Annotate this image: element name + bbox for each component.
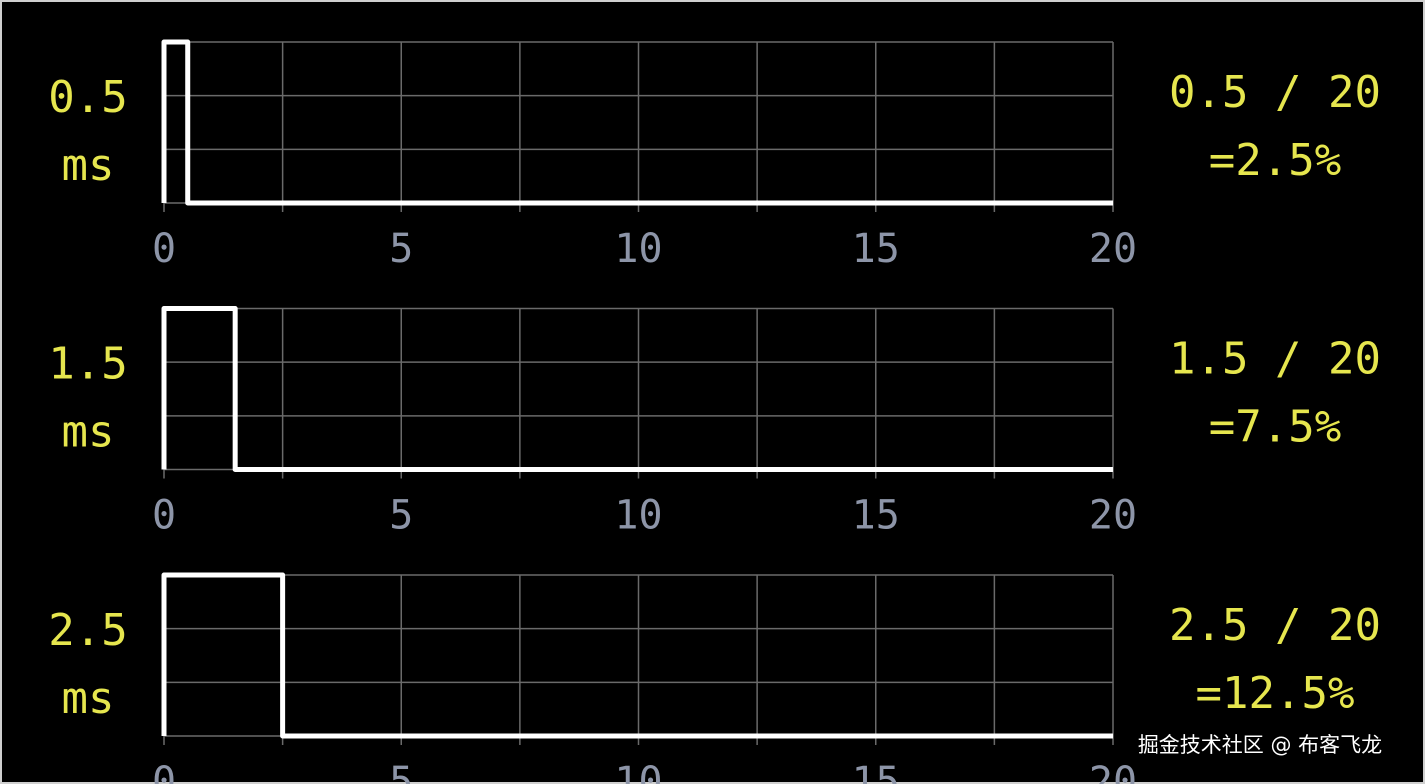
x-tick-label: 15: [852, 759, 900, 784]
left-label: ms: [62, 140, 115, 191]
left-label: ms: [62, 673, 115, 724]
waveform: [161, 39, 1113, 206]
x-tick-label: 5: [389, 226, 413, 272]
x-tick-label: 10: [614, 493, 662, 539]
left-label: 1.5: [48, 339, 127, 390]
x-tick-label: 15: [852, 493, 900, 539]
left-label: ms: [62, 407, 115, 458]
x-tick-label: 5: [389, 759, 413, 784]
x-tick-label: 0: [152, 493, 176, 539]
right-label: =12.5%: [1196, 668, 1355, 719]
x-tick-label: 0: [152, 759, 176, 784]
right-label: 1.5 / 20: [1169, 334, 1381, 385]
x-tick-label: 15: [852, 226, 900, 272]
right-label: 0.5 / 20: [1169, 67, 1381, 118]
x-tick-label: 10: [614, 759, 662, 784]
waveform: [161, 306, 1113, 472]
x-tick-label: 20: [1089, 226, 1137, 272]
right-label: =2.5%: [1209, 135, 1341, 186]
x-tick-label: 5: [389, 493, 413, 539]
watermark: 掘金技术社区 @ 布客飞龙: [1138, 733, 1382, 757]
waveform: [161, 572, 1113, 739]
x-tick-label: 20: [1089, 493, 1137, 539]
left-label: 0.5: [48, 72, 127, 123]
right-label: =7.5%: [1209, 402, 1341, 453]
x-tick-label: 10: [614, 226, 662, 272]
right-label: 2.5 / 20: [1169, 600, 1381, 651]
x-tick-label: 20: [1089, 759, 1137, 784]
left-label: 2.5: [48, 605, 127, 656]
x-tick-label: 0: [152, 226, 176, 272]
